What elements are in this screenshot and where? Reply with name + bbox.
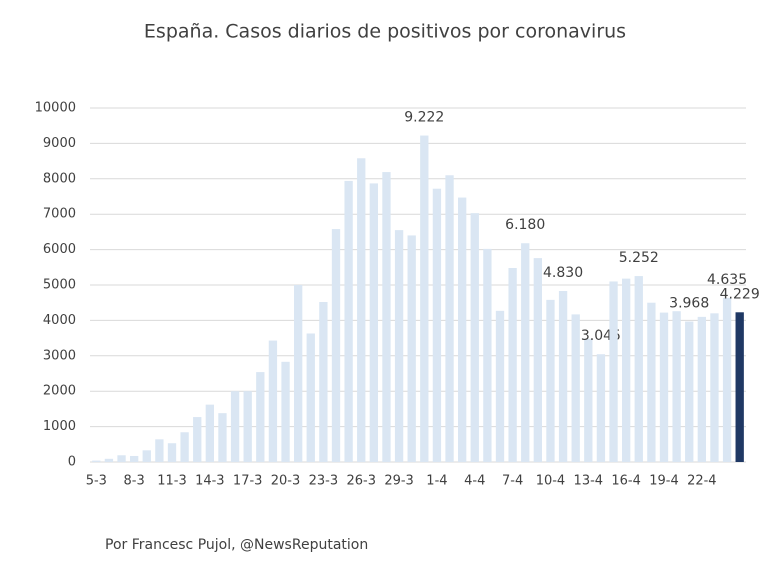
value-label: 5.252	[619, 250, 659, 266]
x-tick-label: 26-3	[346, 474, 376, 489]
bar	[571, 314, 580, 462]
bar	[685, 321, 694, 462]
bar	[420, 135, 429, 462]
x-tick-label: 7-4	[502, 474, 523, 489]
bar	[394, 230, 404, 462]
x-tick-label: 19-4	[649, 474, 679, 489]
bar	[634, 276, 643, 462]
bar	[584, 338, 593, 462]
bar	[659, 312, 669, 462]
y-tick-label: 10000	[35, 101, 76, 116]
bar	[483, 248, 492, 462]
value-label: 4.229	[720, 286, 760, 302]
bar	[256, 372, 265, 462]
bar	[470, 213, 479, 462]
value-label: 3.968	[669, 296, 709, 312]
bar	[369, 183, 379, 463]
bar	[306, 333, 315, 462]
bar	[104, 458, 114, 462]
x-tick-label: 10-4	[536, 474, 566, 489]
value-label: 4.830	[543, 265, 583, 281]
chart-title: España. Casos diarios de positivos por c…	[144, 21, 626, 43]
bar	[722, 297, 732, 462]
y-tick-label: 8000	[43, 171, 76, 186]
bar	[293, 285, 303, 462]
x-tick-label: 4-4	[464, 474, 485, 489]
bar	[407, 235, 416, 462]
y-tick-label: 7000	[43, 207, 76, 222]
bar	[710, 313, 719, 462]
bar	[155, 439, 164, 462]
bar	[445, 175, 454, 462]
bar	[457, 197, 467, 462]
x-tick-label: 16-4	[611, 474, 641, 489]
bar	[558, 291, 568, 462]
y-tick-label: 2000	[43, 384, 76, 399]
x-tick-label: 17-3	[233, 474, 263, 489]
bar	[521, 243, 530, 462]
bar	[142, 450, 151, 462]
bar	[230, 391, 240, 462]
bar	[609, 281, 618, 462]
bar	[382, 172, 391, 462]
y-tick-label: 1000	[43, 419, 76, 434]
bar	[281, 361, 290, 462]
x-tick-label: 11-3	[157, 474, 187, 489]
x-tick-label: 5-3	[86, 474, 107, 489]
x-tick-label: 14-3	[195, 474, 225, 489]
bar	[167, 443, 177, 462]
y-tick-label: 3000	[43, 348, 76, 363]
bar	[533, 258, 543, 462]
x-tick-label: 13-4	[574, 474, 604, 489]
bar	[508, 268, 517, 462]
x-tick-label: 29-3	[384, 474, 414, 489]
bar	[357, 158, 366, 462]
bar	[268, 340, 278, 462]
footer: Por Francesc Pujol, @NewsReputation	[105, 537, 368, 553]
x-tick-label: 23-3	[309, 474, 339, 489]
bar	[495, 310, 505, 462]
y-tick-label: 0	[68, 455, 76, 470]
bar	[193, 417, 202, 462]
bar	[432, 188, 442, 462]
x-tick-label: 8-3	[124, 474, 145, 489]
value-label: 6.180	[505, 217, 545, 233]
bar	[129, 455, 139, 462]
x-tick-label: 20-3	[271, 474, 301, 489]
bar	[621, 278, 631, 462]
bar	[672, 311, 681, 462]
y-tick-label: 9000	[43, 136, 76, 151]
bar	[92, 460, 101, 462]
bar	[180, 432, 189, 462]
bar	[331, 229, 341, 462]
bar	[735, 312, 744, 462]
y-tick-label: 5000	[43, 278, 76, 293]
bar	[243, 391, 252, 462]
bar	[344, 180, 353, 462]
y-tick-label: 6000	[43, 242, 76, 257]
y-tick-label: 4000	[43, 313, 76, 328]
bar	[596, 354, 606, 462]
bar	[117, 455, 126, 462]
bar	[647, 302, 656, 462]
value-label: 9.222	[404, 110, 444, 126]
bar	[218, 413, 227, 462]
bar	[205, 404, 215, 462]
bar	[319, 301, 328, 462]
x-tick-label: 1-4	[426, 474, 447, 489]
bar	[697, 316, 707, 462]
bar	[546, 299, 555, 462]
x-tick-label: 22-4	[687, 474, 717, 489]
value-label: 4.635	[707, 272, 747, 288]
